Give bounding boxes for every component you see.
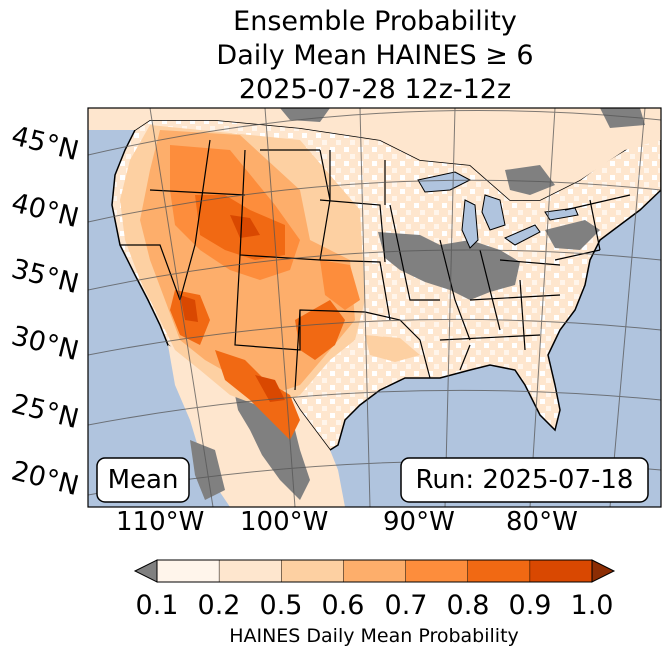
colorbar-label: HAINES Daily Mean Probability (229, 625, 519, 647)
map-area (88, 108, 661, 507)
colorbar-tick-label: 1.0 (570, 590, 614, 621)
colorbar-bin (467, 560, 531, 582)
title-line-3: 2025-07-28 12z-12z (238, 74, 512, 105)
colorbar-tick-label: 0.7 (384, 590, 428, 621)
colorbar-bin (529, 560, 593, 582)
colorbar-bin (343, 560, 407, 582)
colorbar-bin (281, 560, 344, 582)
colorbar-over-arrow (591, 559, 616, 583)
mean-label: Mean (107, 465, 179, 495)
run-box (400, 457, 649, 503)
lon-label-80w: 80°W (506, 507, 578, 537)
colorbar (133, 559, 616, 583)
colorbar-outline (156, 559, 593, 583)
great-lakes (417, 171, 579, 249)
title-line-1: Ensemble Probability (233, 6, 517, 37)
no-data-areas (160, 108, 645, 500)
colorbar-tick-label: 0.2 (197, 590, 241, 621)
colorbar-tick-label: 0.8 (446, 590, 490, 621)
colorbar-bin (405, 560, 469, 582)
mean-box (96, 457, 190, 503)
colorbar-bin (219, 560, 282, 582)
run-label: Run: 2025-07-18 (415, 465, 634, 495)
lon-label-110w: 110°W (116, 507, 205, 537)
colorbar-bin (157, 560, 220, 582)
colorbar-under-arrow (133, 559, 158, 583)
map-frame (87, 107, 662, 508)
colorbar-tick-label: 0.1 (135, 590, 179, 621)
colorbar-tick-label: 0.6 (321, 590, 365, 621)
colorbar-tick-label: 0.5 (259, 590, 303, 621)
colorbar-tick-label: 0.9 (508, 590, 552, 621)
lon-label-100w: 100°W (240, 507, 329, 537)
title-line-2: Daily Mean HAINES ≥ 6 (216, 40, 534, 71)
lon-label-90w: 90°W (383, 507, 455, 537)
